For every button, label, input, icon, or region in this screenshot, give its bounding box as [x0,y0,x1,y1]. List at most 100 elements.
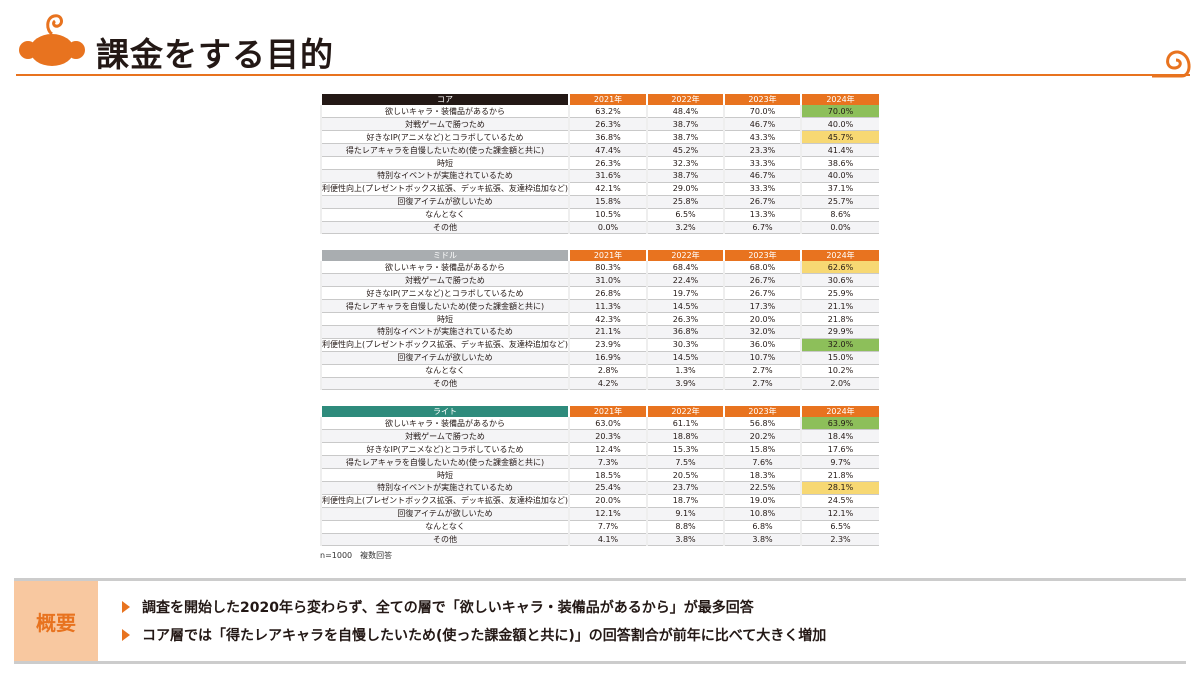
value-cell: 63.2% [568,105,647,119]
value-cell: 6.7% [723,221,801,235]
value-cell: 45.2% [646,143,724,158]
value-cell: 13.3% [723,208,801,222]
sample-note: n=1000 複数回答 [320,551,393,560]
value-cell: 23.9% [568,338,647,352]
value-cell: 26.3% [568,117,647,132]
table-row: なんとなく 7.7% 8.8% 6.8% 6.5% [320,520,879,534]
table-row: 特別なイベントが実施されているため 21.1% 36.8% 32.0% 29.9% [320,325,879,339]
table-row: 好きなIP(アニメなど)とコラボしているため 36.8% 38.7% 43.3% 45.… [320,130,879,145]
value-cell: 41.4% [800,143,879,158]
value-cell: 33.3% [723,182,801,196]
value-cell: 17.6% [800,442,879,457]
value-cell: 20.0% [568,494,647,508]
value-cell: 46.7% [723,117,801,132]
summary-item: コア層では「得たレアキャラを自慢したいため(使った課金額と共に)」の回答割合が前… [122,625,826,645]
value-cell: 12.1% [800,507,879,521]
row-label: 欲しいキャラ・装備品があるから [320,417,569,431]
segment-table: ミドル 2021年 2022年 2023年 2024年 欲しいキャラ・装備品があるから 80… [320,250,879,391]
value-cell: 26.8% [568,286,647,301]
year-header: 2021年 [568,94,647,105]
value-cell: 20.5% [646,468,724,482]
row-label: 回復アイテムが欲しいため [320,351,569,365]
segment-table: ライト 2021年 2022年 2023年 2024年 欲しいキャラ・装備品があるから 63… [320,406,879,547]
value-cell: 21.1% [568,325,647,339]
table-row: 回復アイテムが欲しいため 15.8% 25.8% 26.7% 25.7% [320,195,879,209]
value-cell: 3.8% [723,533,801,547]
value-cell: 32.3% [646,156,724,170]
value-cell: 31.0% [568,273,647,288]
row-label: 時短 [320,468,569,482]
value-cell: 24.5% [800,494,879,508]
value-cell: 14.5% [646,351,724,365]
row-label: 回復アイテムが欲しいため [320,195,569,209]
value-cell: 56.8% [723,417,801,431]
value-cell: 20.0% [723,312,801,326]
table-row: 得たレアキャラを自慢したいため(使った課金額と共に) 47.4% 45.2% 23.3… [320,143,879,158]
value-cell: 36.8% [568,130,647,145]
table-row: 特別なイベントが実施されているため 31.6% 38.7% 46.7% 40.0% [320,169,879,183]
value-cell: 25.8% [646,195,724,209]
row-label: 利便性向上(プレゼントボックス拡張、デッキ拡張、友達枠追加など) [320,494,569,508]
value-cell: 6.5% [646,208,724,222]
value-cell: 6.8% [723,520,801,534]
table-row: 欲しいキャラ・装備品があるから 63.2% 48.4% 70.0% 70.0% [320,105,879,119]
value-cell: 15.8% [723,442,801,457]
triangle-bullet-icon [122,629,130,641]
table-row: 回復アイテムが欲しいため 12.1% 9.1% 10.8% 12.1% [320,507,879,521]
value-cell: 15.3% [646,442,724,457]
value-cell: 29.0% [646,182,724,196]
value-cell: 25.7% [800,195,879,209]
row-label: 好きなIP(アニメなど)とコラボしているため [320,442,569,457]
year-header: 2024年 [800,94,879,105]
value-cell: 20.3% [568,429,647,444]
table-row: 得たレアキャラを自慢したいため(使った課金額と共に) 7.3% 7.5% 7.6% 9.… [320,455,879,470]
value-cell: 21.8% [800,468,879,482]
value-cell: 21.8% [800,312,879,326]
table-row: 対戦ゲームで勝つため 31.0% 22.4% 26.7% 30.6% [320,273,879,288]
value-cell: 7.7% [568,520,647,534]
table-header-row: コア 2021年 2022年 2023年 2024年 [320,94,879,105]
year-header: 2021年 [568,406,647,417]
value-cell: 40.0% [800,169,879,183]
value-cell: 30.3% [646,338,724,352]
segment-header: コア [320,94,569,105]
table-row: 欲しいキャラ・装備品があるから 80.3% 68.4% 68.0% 62.6% [320,261,879,275]
table-row: 時短 26.3% 32.3% 33.3% 38.6% [320,156,879,170]
value-cell: 18.5% [568,468,647,482]
value-cell: 2.7% [723,364,801,378]
table-row: 対戦ゲームで勝つため 20.3% 18.8% 20.2% 18.4% [320,429,879,444]
row-label: 好きなIP(アニメなど)とコラボしているため [320,286,569,301]
value-cell: 7.6% [723,455,801,470]
value-cell: 14.5% [646,299,724,314]
segment-header: ライト [320,406,569,417]
value-cell: 10.2% [800,364,879,378]
year-header: 2022年 [646,94,724,105]
value-cell: 26.7% [723,286,801,301]
table-header-row: ライト 2021年 2022年 2023年 2024年 [320,406,879,417]
value-cell: 10.8% [723,507,801,521]
value-cell: 22.5% [723,481,801,495]
table-row: なんとなく 2.8% 1.3% 2.7% 10.2% [320,364,879,378]
value-cell: 22.4% [646,273,724,288]
value-cell: 0.0% [800,221,879,235]
year-header: 2024年 [800,250,879,261]
table-row: 利便性向上(プレゼントボックス拡張、デッキ拡張、友達枠追加など) 23.9% 30.… [320,338,879,352]
value-cell: 12.1% [568,507,647,521]
row-label: 得たレアキャラを自慢したいため(使った課金額と共に) [320,143,569,158]
value-cell: 2.8% [568,364,647,378]
row-label: 利便性向上(プレゼントボックス拡張、デッキ拡張、友達枠追加など) [320,338,569,352]
page-title: 課金をする目的 [96,35,334,74]
table-row: 欲しいキャラ・装備品があるから 63.0% 61.1% 56.8% 63.9% [320,417,879,431]
value-cell: 2.3% [800,533,879,547]
value-cell: 62.6% [800,261,879,275]
swirl-decoration-icon [1152,50,1191,78]
row-label: 時短 [320,156,569,170]
value-cell: 61.1% [646,417,724,431]
value-cell: 63.9% [800,417,879,431]
row-label: 回復アイテムが欲しいため [320,507,569,521]
value-cell: 2.7% [723,377,801,391]
row-label: その他 [320,377,569,391]
table-row: 特別なイベントが実施されているため 25.4% 23.7% 22.5% 28.1% [320,481,879,495]
value-cell: 15.0% [800,351,879,365]
table-row: 得たレアキャラを自慢したいため(使った課金額と共に) 11.3% 14.5% 17.3… [320,299,879,314]
